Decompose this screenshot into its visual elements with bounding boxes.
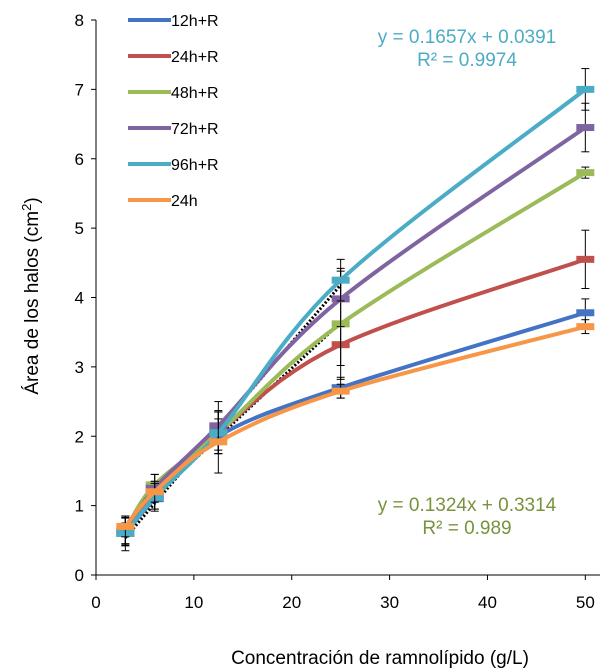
series-layer (116, 68, 595, 552)
y-tick-label: 5 (75, 219, 84, 238)
series-96h-r (116, 68, 595, 552)
y-tick-label: 0 (75, 566, 84, 585)
legend-label: 48h+R (171, 85, 219, 102)
regression-equation: y = 0.1324x + 0.3314 (378, 495, 557, 516)
data-point (116, 522, 135, 530)
legend-item: 72h+R (128, 121, 219, 138)
series-line (123, 125, 587, 533)
y-axis-title-main: Área de los halos (cm (22, 211, 43, 395)
trendline (124, 283, 342, 539)
series-48h-r (116, 166, 595, 545)
legend-label: 24h (171, 193, 198, 210)
legend-label: 12h+R (171, 13, 219, 30)
y-axis-title: Área de los halos (cm2) (19, 197, 44, 394)
data-point (576, 255, 595, 263)
y-axis-title-sup: 2 (19, 204, 34, 211)
data-point (209, 438, 228, 446)
series-line (123, 257, 586, 534)
y-tick-label: 8 (75, 11, 84, 30)
y-tick-label: 3 (75, 358, 84, 377)
x-tick-label: 50 (576, 593, 595, 612)
legend: 12h+R 24h+R 48h+R 72h+R 96h+R 24h (128, 13, 219, 210)
y-tick-label: 6 (75, 150, 84, 169)
legend-item: 96h+R (128, 157, 219, 174)
data-point (331, 387, 350, 395)
y-axis-title-end: ) (22, 197, 43, 203)
series-line (123, 170, 587, 531)
legend-label: 72h+R (171, 121, 219, 138)
y-tick-label: 4 (75, 289, 84, 308)
regression-equation: R² = 0.989 (422, 518, 511, 539)
legend-item: 12h+R (128, 13, 219, 30)
x-tick-label: 20 (282, 593, 301, 612)
data-point (576, 309, 595, 317)
legend-item: 24h (128, 193, 198, 210)
x-tick-label: 30 (380, 593, 399, 612)
data-point (576, 124, 595, 132)
axes: 0 1 2 3 4 5 6 7 8 0 10 20 30 40 50 (75, 11, 600, 612)
legend-item: 48h+R (128, 85, 219, 102)
regression-equation: y = 0.1657x + 0.0391 (378, 27, 557, 48)
legend-label: 24h+R (171, 49, 219, 66)
x-tick-label: 40 (478, 593, 497, 612)
data-point (576, 323, 595, 331)
data-point (331, 276, 350, 284)
data-point (576, 85, 595, 93)
y-tick-label: 7 (75, 80, 84, 99)
data-point (576, 169, 595, 177)
y-tick-label: 1 (75, 497, 84, 516)
x-axis-title: Concentración de ramnolípido (g/L) (231, 648, 529, 669)
legend-label: 96h+R (171, 157, 219, 174)
regression-equation: R² = 0.9974 (417, 50, 517, 71)
series-line (123, 87, 587, 535)
x-tick-label: 10 (184, 593, 203, 612)
legend-item: 24h+R (128, 49, 219, 66)
data-point (145, 488, 164, 496)
series-24h (116, 319, 595, 538)
x-tick-label: 0 (91, 593, 100, 612)
y-tick-label: 2 (75, 427, 84, 446)
